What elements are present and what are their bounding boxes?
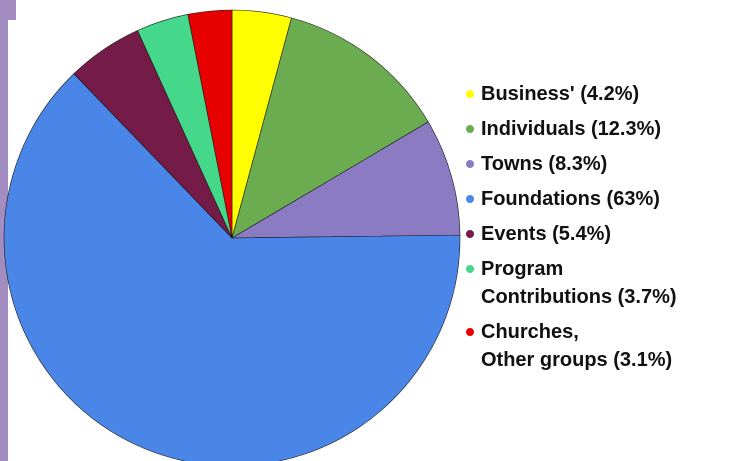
legend-label: Program Contributions (3.7%) (481, 258, 677, 308)
corner-notch (8, 0, 16, 20)
legend: Business' (4.2%) Individuals (12.3%) Tow… (466, 80, 734, 381)
legend-label: Foundations (63%) (481, 188, 660, 210)
legend-item: Business' (4.2%) (466, 80, 734, 108)
legend-label: Towns (8.3%) (481, 153, 608, 175)
pie-slice (187, 9, 233, 239)
legend-item: Towns (8.3%) (466, 150, 734, 178)
pie-slice (3, 73, 461, 461)
legend-dot-icon (466, 230, 474, 238)
legend-dot-icon (466, 195, 474, 203)
legend-label: Business' (4.2%) (481, 83, 640, 105)
legend-item: Foundations (63%) (466, 185, 734, 213)
legend-dot-icon (466, 265, 474, 273)
legend-item: Churches, Other groups (3.1%) (466, 318, 734, 374)
legend-dot-icon (466, 328, 474, 336)
legend-dot-icon (466, 125, 474, 133)
legend-item: Events (5.4%) (466, 220, 734, 248)
legend-dot-icon (466, 160, 474, 168)
legend-label: Individuals (12.3%) (481, 118, 662, 140)
legend-dot-icon (466, 90, 474, 98)
pie-slice (231, 17, 429, 239)
legend-item: Individuals (12.3%) (466, 115, 734, 143)
pie-slice (230, 121, 461, 239)
legend-label: Events (5.4%) (481, 223, 612, 245)
legend-label: Churches, Other groups (3.1%) (481, 321, 673, 371)
legend-item: Program Contributions (3.7%) (466, 255, 734, 311)
